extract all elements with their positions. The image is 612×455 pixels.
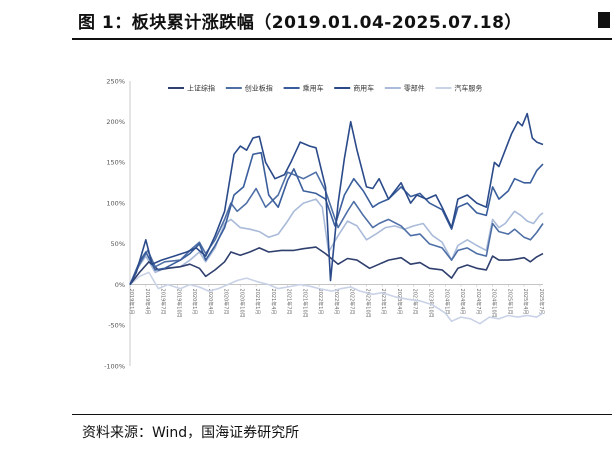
legend-label: 创业板指 (245, 84, 273, 93)
x-axis: 2019年1月 2019年4月 2019年7月 2019年10月 2020年1月 2020… (128, 284, 545, 318)
y-tick-label: 0% (115, 281, 125, 289)
y-tick-label: 150% (106, 159, 125, 167)
y-axis: -100% -50% 0% 50% 100% 150% 200% 250% (104, 77, 131, 370)
title-divider (72, 38, 612, 40)
y-tick-label: 50% (111, 240, 125, 248)
y-tick-label: 250% (106, 77, 125, 85)
x-tick-label: 2024年7月 (475, 289, 482, 315)
legend-label: 零部件 (404, 84, 425, 93)
y-tick-label: 200% (106, 118, 125, 126)
y-tick-label: 100% (106, 199, 125, 207)
x-tick-label: 2021年4月 (270, 289, 277, 315)
x-tick-label: 2022年1月 (317, 289, 324, 315)
x-tick-label: 2023年1月 (380, 289, 387, 315)
x-tick-label: 2024年10月 (491, 289, 498, 318)
x-tick-label: 2019年7月 (160, 289, 167, 315)
x-tick-label: 2022年4月 (333, 289, 340, 315)
x-tick-label: 2020年10月 (238, 289, 245, 318)
x-tick-label: 2023年10月 (428, 289, 435, 318)
x-tick-label: 2023年4月 (396, 289, 403, 315)
legend-label: 乘用车 (303, 84, 324, 93)
x-tick-label: 2019年1月 (128, 289, 135, 315)
legend-label: 商用车 (353, 84, 374, 93)
x-tick-label: 2024年4月 (459, 289, 466, 315)
source-divider (72, 414, 612, 416)
x-tick-label: 2025年7月 (538, 289, 545, 315)
x-tick-label: 2020年4月 (207, 289, 214, 315)
series-line-1 (129, 171, 544, 285)
x-tick-label: 2019年10月 (175, 289, 182, 318)
legend-label: 汽车服务 (454, 84, 482, 93)
figure-title: 图 1：板块累计涨跌幅（2019.01.04-2025.07.18） (78, 13, 522, 33)
page-edge-marker (598, 12, 610, 28)
series-layer (129, 112, 544, 325)
series-line-4 (129, 198, 544, 285)
series-line-0 (129, 246, 544, 286)
y-tick-label: -50% (108, 322, 125, 330)
x-tick-label: 2025年4月 (522, 289, 529, 315)
x-tick-label: 2021年7月 (286, 289, 293, 315)
chart-legend: 上证综指 创业板指 乘用车 商用车 零部件 汽车服务 (168, 84, 482, 93)
x-tick-label: 2022年10月 (364, 289, 371, 318)
x-tick-label: 2020年1月 (191, 289, 198, 315)
series-line-3 (129, 112, 544, 285)
x-tick-label: 2022年7月 (349, 289, 356, 315)
x-tick-label: 2021年10月 (301, 289, 308, 318)
x-tick-label: 2019年4月 (144, 289, 151, 315)
legend-label: 上证综指 (187, 84, 215, 93)
series-line-5 (129, 271, 544, 325)
x-tick-label: 2023年7月 (412, 289, 419, 315)
x-tick-label: 2020年7月 (223, 289, 230, 315)
source-note: 资料来源：Wind，国海证券研究所 (82, 425, 300, 441)
x-tick-label: 2025年1月 (506, 289, 513, 315)
x-tick-label: 2024年1月 (443, 289, 450, 315)
x-tick-label: 2021年1月 (254, 289, 261, 315)
y-tick-label: -100% (104, 362, 125, 370)
